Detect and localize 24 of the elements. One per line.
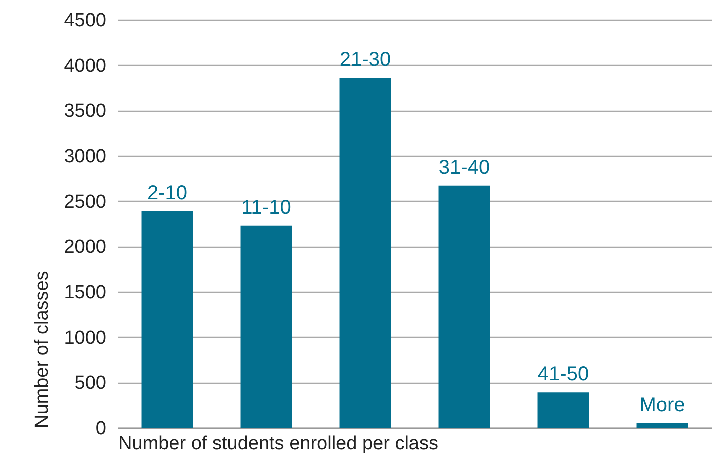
x-tick-label: 31-40 (438, 156, 490, 179)
y-tick-label: 3000 (64, 146, 106, 168)
x-tick-label: 11-10 (242, 196, 292, 219)
x-tick-label: 41-50 (538, 364, 590, 386)
y-tick-label: 0 (96, 418, 106, 440)
y-tick-label: 1000 (64, 328, 106, 349)
y-tick-label: 2500 (64, 192, 106, 213)
y-axis-title: Number of classes (32, 271, 54, 428)
y-tick-label: 2000 (64, 237, 106, 258)
x-tick-label: 21-30 (340, 49, 392, 72)
x-tick-label: More (640, 394, 686, 416)
x-tick-label: 2-10 (147, 182, 188, 204)
y-tick-label: 3500 (64, 101, 106, 122)
bar (438, 186, 490, 428)
x-axis-title: Number of students enrolled per class (118, 434, 438, 454)
y-tick-label: 4500 (64, 10, 106, 32)
y-tick-label: 1500 (64, 282, 106, 304)
bar (538, 392, 590, 428)
bar (340, 78, 392, 428)
bar (636, 423, 688, 428)
y-tick-label: 4000 (64, 56, 106, 77)
bar (240, 226, 292, 428)
y-tick-label: 500 (74, 373, 106, 394)
bar (142, 211, 194, 428)
